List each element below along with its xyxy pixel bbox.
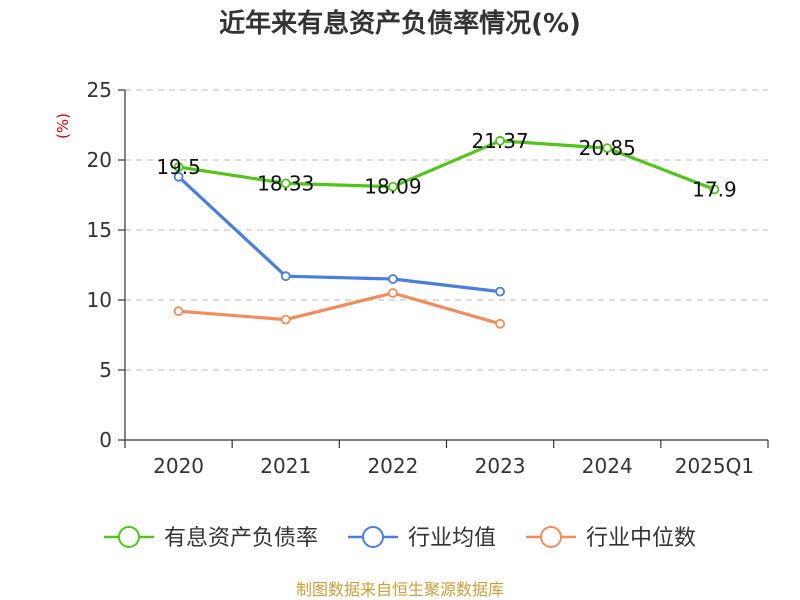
grid-lines	[125, 89, 768, 371]
legend: 有息资产负债率 行业均值 行业中位数	[104, 526, 696, 551]
series-line-1	[177, 175, 502, 294]
series-1-point-2020	[173, 171, 184, 182]
series-1-point-2021	[280, 271, 291, 282]
legend-label-0: 有息资产负债率	[164, 526, 318, 551]
series-0-point-2024	[602, 143, 613, 154]
series-lines	[173, 135, 720, 329]
x-tick-label-2023: 2023	[475, 454, 526, 478]
data-label-2025Q1: 17.9	[692, 177, 737, 201]
series-0-point-2025Q1	[709, 184, 720, 195]
series-2-point-2020	[173, 306, 184, 317]
series-1-point-2022	[388, 274, 398, 284]
y-axis-label: (%)	[54, 113, 72, 139]
source-note: 制图数据来自恒生聚源数据库	[296, 580, 504, 599]
y-tick-label-25: 25	[87, 78, 112, 102]
series-line-2	[177, 291, 502, 326]
y-tick-label-15: 15	[87, 218, 112, 242]
x-tick-label-2021: 2021	[260, 454, 311, 478]
x-tick-label-2025Q1: 2025Q1	[675, 454, 754, 478]
data-label-2020: 19.5	[156, 155, 201, 179]
legend-label-1: 行业均值	[408, 526, 496, 551]
series-0-point-2020	[173, 162, 184, 172]
y-tick-label-20: 20	[87, 148, 112, 172]
x-tick-label-2020: 2020	[153, 454, 204, 478]
x-tick-label-2022: 2022	[367, 454, 418, 478]
legend-label-2: 行业中位数	[586, 526, 696, 551]
series-2-point-2023	[495, 318, 505, 329]
series-0-point-2021	[280, 178, 291, 189]
series-0-point-2022	[388, 181, 398, 192]
legend-marker-1	[362, 526, 384, 548]
legend-item-2: 行业中位数	[526, 526, 696, 551]
y-tick-label-5: 5	[99, 358, 112, 382]
series-line-0	[177, 139, 716, 191]
series-1-point-2023	[495, 286, 505, 297]
y-tick-label-0: 0	[99, 428, 112, 452]
data-label-2021: 18.33	[257, 171, 314, 195]
data-label-2024: 20.85	[579, 136, 636, 160]
legend-marker-2	[540, 526, 562, 548]
series-2-point-2021	[280, 314, 291, 325]
legend-item-0: 有息资产负债率	[104, 526, 318, 551]
x-tick-label-2024: 2024	[582, 454, 633, 478]
data-labels: 19.5 18.33 18.09 21.37 20.85 17.9	[156, 129, 736, 202]
data-label-2022: 18.09	[364, 175, 421, 199]
series-2-point-2022	[388, 288, 398, 298]
axes: 0 5 10 15 20 25 2020 2021 2022 2023 2024 2025Q1	[87, 78, 769, 478]
legend-item-1: 行业均值	[348, 526, 496, 551]
legend-marker-0	[118, 526, 140, 548]
chart-title: 近年来有息资产负债率情况(%)	[219, 8, 581, 39]
y-tick-label-10: 10	[87, 288, 112, 312]
series-0-point-2023	[495, 135, 505, 146]
data-label-2023: 21.37	[471, 129, 528, 153]
